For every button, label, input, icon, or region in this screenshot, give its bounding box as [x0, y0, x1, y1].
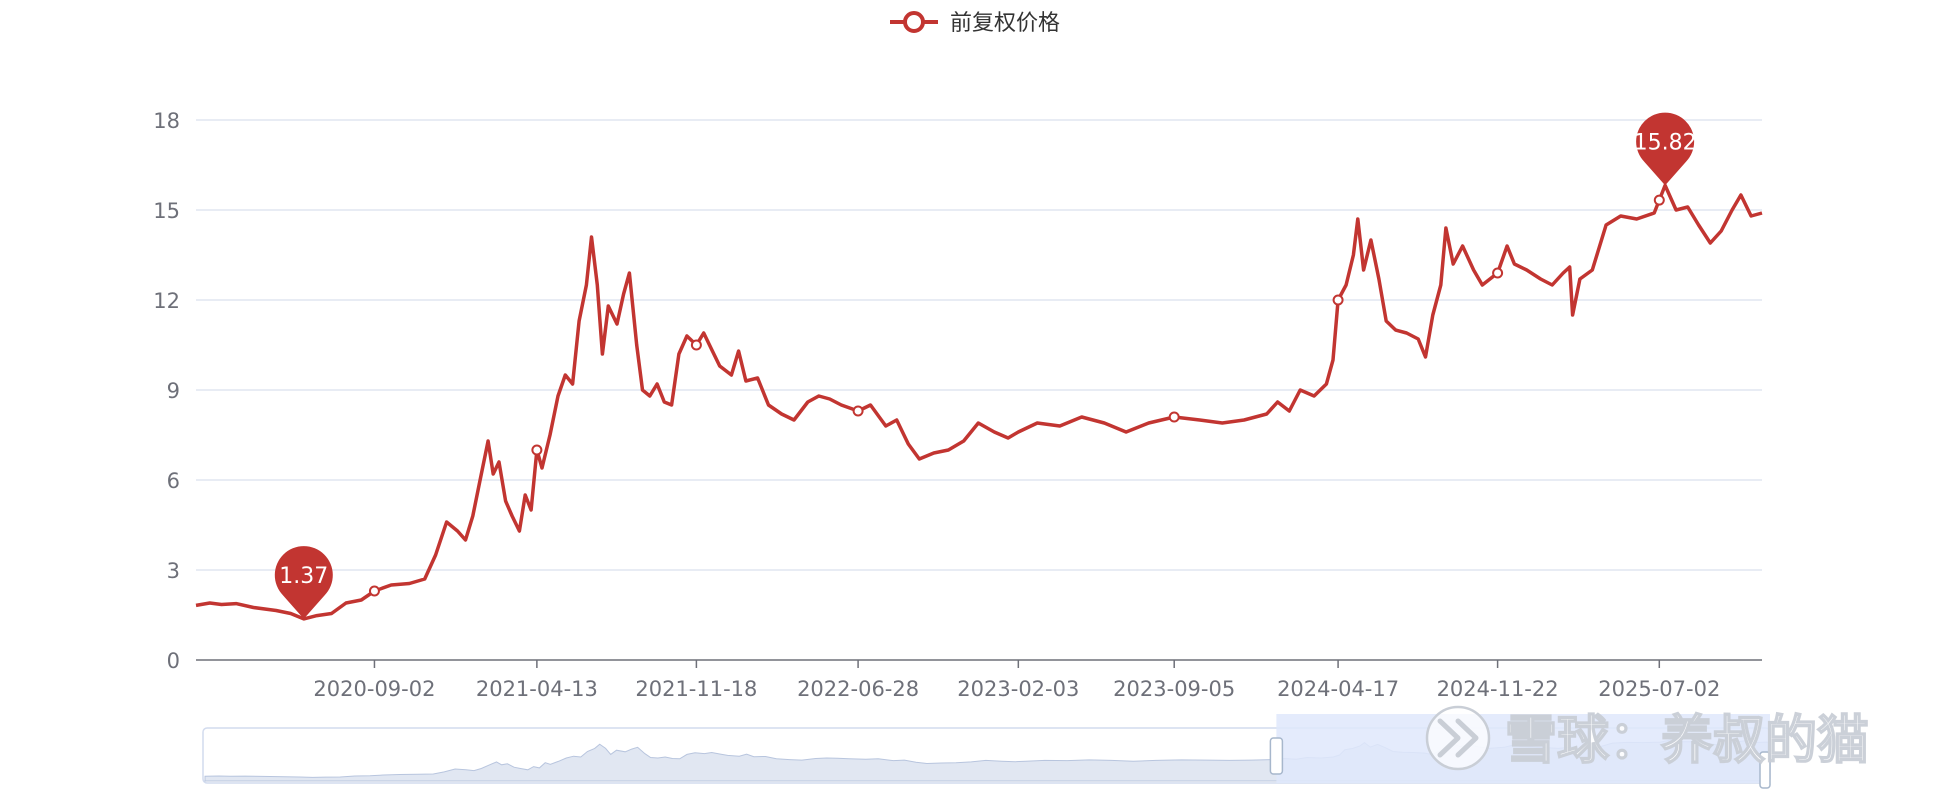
data-zoom-slider[interactable] — [202, 714, 1771, 789]
data-point[interactable] — [690, 339, 702, 351]
data-zoom-selected-window[interactable] — [1276, 714, 1770, 783]
mark-point-label: 15.82 — [1634, 130, 1697, 155]
data-point[interactable] — [1168, 411, 1180, 423]
watermark-text: 雪球：养叔的猫 — [1505, 711, 1869, 771]
data-point[interactable] — [368, 585, 380, 597]
map-pin-icon — [1636, 112, 1695, 186]
y-tick-label: 6 — [167, 469, 180, 493]
y-tick-label: 18 — [153, 109, 180, 133]
legend[interactable]: 前复权价格 — [890, 11, 1060, 36]
mark-points: 1.37 15.82 — [274, 112, 1697, 619]
price-line — [195, 183, 1763, 621]
mark-point-min[interactable]: 1.37 — [274, 546, 333, 619]
y-axis: 0 3 6 9 12 15 18 — [153, 109, 180, 673]
mark-point-max[interactable]: 15.82 — [1634, 112, 1697, 186]
x-tick-label: 2024-04-17 — [1277, 677, 1399, 701]
mark-point-label: 1.37 — [279, 564, 328, 589]
x-tick-label: 2023-02-03 — [957, 677, 1079, 701]
x-tick-label: 2025-07-02 — [1598, 677, 1720, 701]
data-zoom-right-handle[interactable] — [1759, 751, 1771, 789]
y-tick-label: 0 — [167, 649, 180, 673]
data-point[interactable] — [1653, 194, 1665, 206]
x-tick-label: 2021-04-13 — [476, 677, 598, 701]
x-tick-label: 2023-09-05 — [1113, 677, 1235, 701]
legend-label: 前复权价格 — [950, 11, 1060, 36]
legend-circle-icon — [903, 11, 925, 33]
x-tick-label: 2024-11-22 — [1437, 677, 1559, 701]
x-tick-label: 2022-06-28 — [797, 677, 919, 701]
y-tick-label: 9 — [167, 379, 180, 403]
y-tick-label: 15 — [153, 199, 180, 223]
xueqiu-logo-icon — [1425, 705, 1491, 771]
watermark: 雪球：养叔的猫 — [1425, 705, 1870, 772]
x-tick-label: 2021-11-18 — [635, 677, 757, 701]
data-point[interactable] — [1332, 294, 1344, 306]
y-tick-label: 3 — [167, 559, 180, 583]
data-point[interactable] — [1492, 267, 1504, 279]
data-point[interactable] — [852, 405, 864, 417]
x-tick-label: 2020-09-02 — [313, 677, 435, 701]
series-group — [195, 183, 1763, 621]
data-zoom-left-handle[interactable] — [1269, 737, 1284, 775]
map-pin-icon — [274, 546, 333, 619]
y-tick-label: 12 — [153, 289, 180, 313]
x-axis: 2020-09-02 2021-04-13 2021-11-18 2022-06-28… — [196, 659, 1762, 701]
grid-lines — [196, 119, 1762, 571]
data-point[interactable] — [531, 444, 543, 456]
